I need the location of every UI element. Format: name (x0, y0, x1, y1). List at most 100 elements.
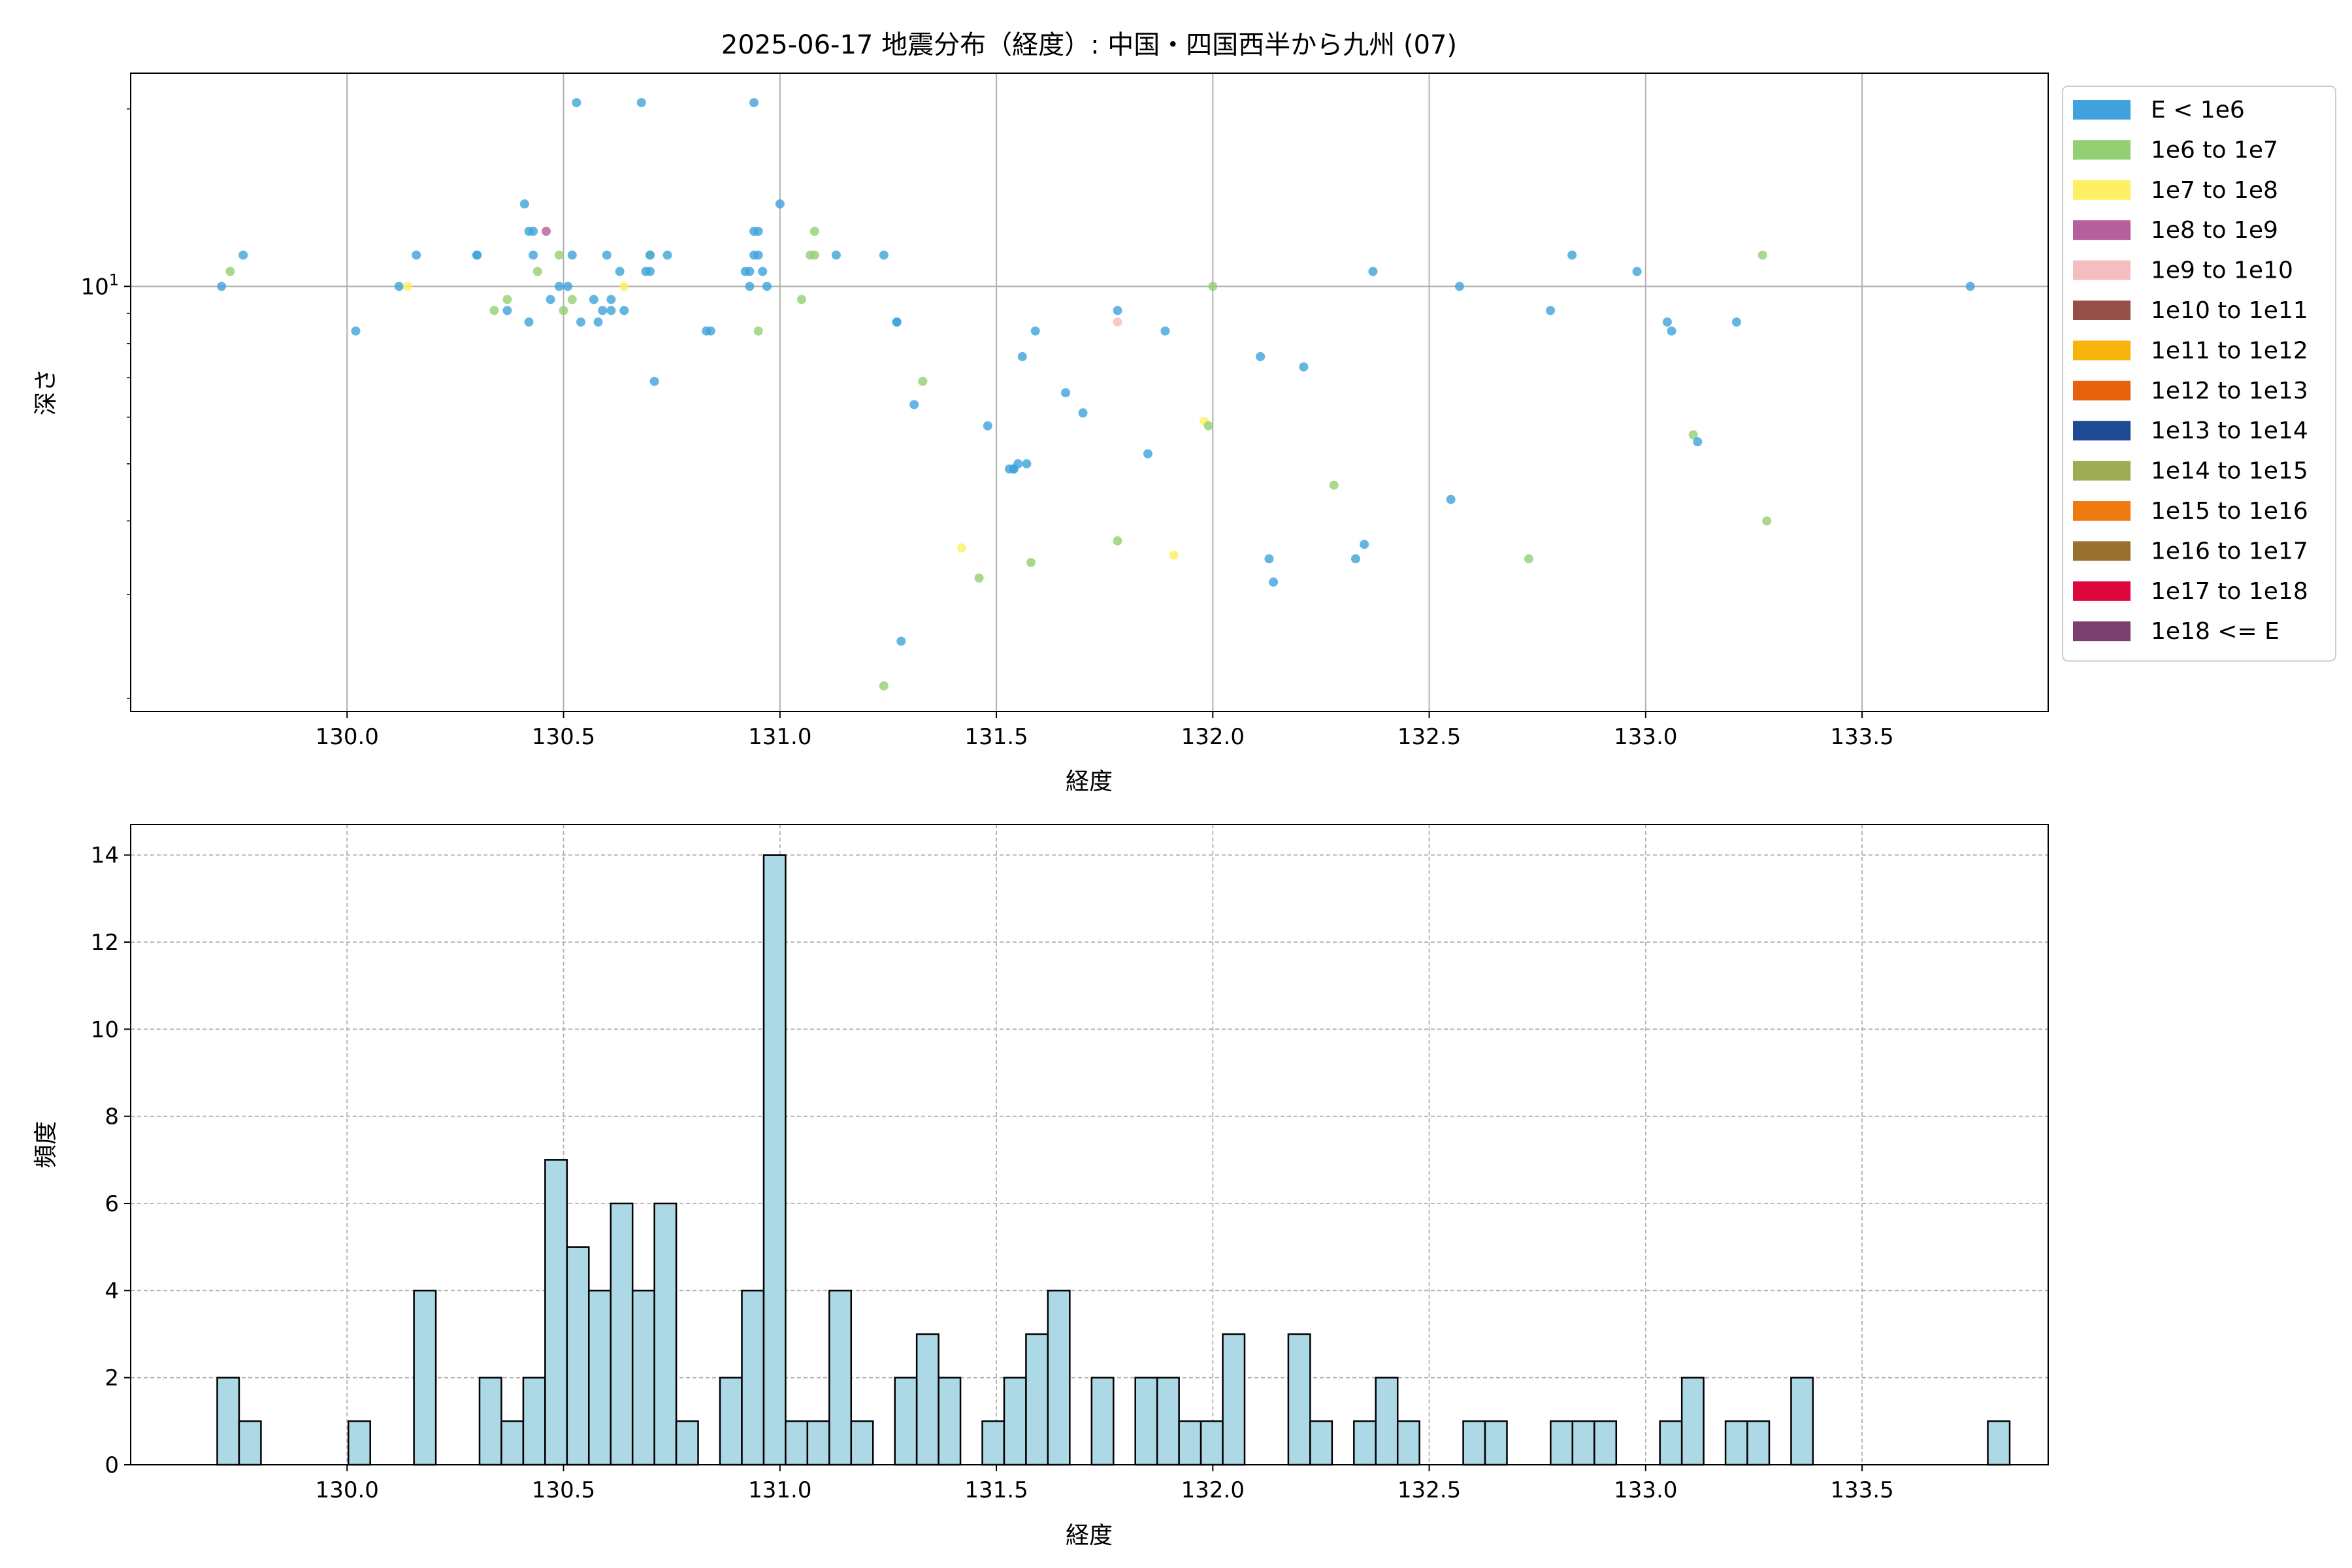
scatter-point (775, 199, 785, 209)
legend-swatch (2073, 380, 2131, 400)
scatter-plot-frame (130, 73, 2049, 712)
histogram-y-tick-label: 10 (91, 1017, 119, 1043)
legend-label: 1e10 to 1e11 (2151, 297, 2308, 324)
legend-swatch (2073, 621, 2131, 642)
histogram-y-tick-label: 2 (105, 1365, 119, 1392)
scatter-point (1078, 408, 1088, 417)
legend: E < 1e6 1e6 to 1e7 1e7 to 1e8 1e8 to 1e9 1e9… (2062, 86, 2336, 662)
histogram-bar (1025, 1333, 1049, 1466)
scatter-grid (131, 73, 2048, 711)
legend-swatch (2073, 140, 2131, 160)
histogram-bar (478, 1377, 502, 1466)
histogram-bar (675, 1420, 699, 1466)
scatter-point (1965, 282, 1975, 291)
legend-swatch (2073, 421, 2131, 441)
scatter-point (519, 199, 529, 209)
scatter-point (1113, 536, 1122, 546)
scatter-point (502, 306, 512, 316)
scatter-point (879, 250, 889, 260)
scatter-point (489, 306, 499, 316)
histogram-bar (348, 1420, 371, 1466)
scatter-point (1360, 540, 1369, 549)
histogram-bar (1462, 1420, 1486, 1466)
scatter-point (649, 376, 659, 386)
histogram-bar (1003, 1377, 1027, 1466)
legend-swatch (2073, 180, 2131, 200)
histogram-plot-frame (130, 824, 2049, 1465)
scatter-point (529, 250, 538, 260)
scatter-x-tick-label: 132.0 (1181, 724, 1245, 750)
legend-swatch (2073, 581, 2131, 601)
histogram-bar (850, 1420, 874, 1466)
scatter-point (593, 317, 603, 327)
histogram-bar (806, 1420, 830, 1466)
legend-label: 1e6 to 1e7 (2151, 137, 2278, 163)
histogram-bar (1353, 1420, 1377, 1466)
legend-label: 1e9 to 1e10 (2151, 257, 2293, 284)
scatter-y-tick-label: 101 (80, 270, 119, 300)
scatter-point (1160, 326, 1170, 336)
scatter-point (762, 282, 772, 291)
histogram-bar (1680, 1377, 1705, 1466)
legend-swatch (2073, 461, 2131, 481)
histogram-x-tick-label: 130.5 (532, 1477, 595, 1503)
scatter-point (809, 250, 819, 260)
histogram-y-tick-label: 0 (105, 1452, 119, 1478)
scatter-point (1026, 558, 1036, 568)
histogram-bar (1987, 1420, 2011, 1466)
scatter-point (892, 317, 902, 327)
scatter-point (567, 250, 577, 260)
scatter-point (606, 295, 616, 304)
scatter-point (745, 267, 755, 276)
chart-title: 2025-06-17 地震分布（経度）: 中国・四国西半から九州 (07) (721, 30, 1457, 60)
scatter-point (957, 543, 967, 553)
legend-label: 1e11 to 1e12 (2151, 337, 2308, 364)
scatter-point (1030, 326, 1040, 336)
legend-label: 1e13 to 1e14 (2151, 417, 2308, 444)
histogram-bar (216, 1377, 240, 1466)
scatter-point (554, 250, 564, 260)
legend-swatch (2073, 301, 2131, 320)
histogram-x-tick-label: 130.0 (316, 1477, 379, 1503)
scatter-point (619, 282, 629, 291)
histogram-bar (1200, 1420, 1224, 1466)
scatter-point (559, 306, 568, 316)
scatter-point (909, 400, 919, 410)
legend-swatch (2073, 220, 2131, 240)
scatter-point (896, 636, 906, 646)
scatter-point (758, 267, 768, 276)
histogram-x-axis-label: 経度 (1066, 1522, 1113, 1549)
scatter-point (602, 250, 612, 260)
scatter-point (1061, 388, 1071, 398)
histogram-x-tick-label: 133.5 (1830, 1477, 1893, 1503)
scatter-point (238, 250, 248, 260)
histogram-x-tick-label: 131.0 (748, 1477, 811, 1503)
scatter-ticks: 130.0 130.5 131.0 131.5 132.0 132.5 133.0 133.5… (80, 108, 1894, 750)
histogram-bar (588, 1290, 612, 1466)
histogram-bar (522, 1377, 546, 1466)
legend-label: 1e8 to 1e9 (2151, 217, 2278, 244)
histogram-bar (1396, 1420, 1420, 1466)
scatter-point (524, 317, 534, 327)
scatter-point (606, 306, 616, 316)
scatter-point (1256, 351, 1266, 361)
scatter-point (598, 306, 608, 316)
scatter-point (576, 317, 586, 327)
scatter-point (1350, 554, 1360, 564)
histogram-bar (238, 1420, 262, 1466)
histogram-bar (653, 1202, 678, 1466)
histogram-bar (894, 1377, 918, 1466)
scatter-point (1524, 554, 1533, 564)
scatter-point (831, 250, 841, 260)
histogram-bar (1222, 1333, 1246, 1466)
histogram-y-tick-label: 12 (91, 930, 119, 956)
histogram-bar (1047, 1290, 1071, 1466)
histogram-bar (915, 1333, 939, 1466)
legend-swatch (2073, 501, 2131, 521)
scatter-point (1203, 421, 1213, 431)
histogram-x-tick-label: 132.0 (1181, 1477, 1245, 1503)
scatter-point (974, 573, 984, 583)
histogram-y-axis-label: 頻度 (33, 1121, 59, 1168)
legend-swatch (2073, 260, 2131, 280)
